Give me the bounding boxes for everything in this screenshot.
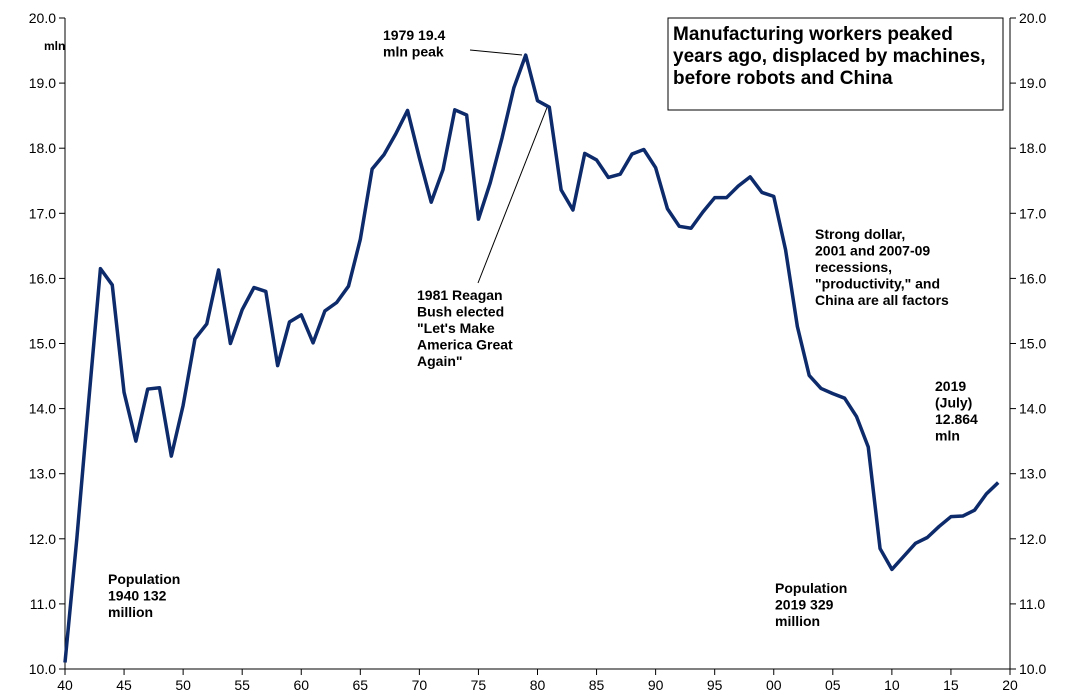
annotation: Population 2019 329 million [775, 580, 847, 629]
annotation-line: 12.864 [935, 411, 978, 427]
y2-tick-label: 10.0 [1019, 661, 1046, 677]
title-line: years ago, displaced by machines, [673, 46, 986, 67]
leader-line [477, 104, 549, 284]
annotation: Strong dollar, 2001 and 2007-09 recessions… [815, 226, 949, 308]
y2-tick-label: 13.0 [1019, 466, 1046, 482]
x-tick-label: 55 [234, 677, 250, 693]
x-tick-label: 65 [353, 677, 369, 693]
title-box [667, 17, 1004, 111]
y2-tick-label: 18.0 [1019, 140, 1046, 156]
annotation-line: recessions, [815, 259, 892, 275]
y-tick-label: 14.0 [29, 401, 56, 417]
annotation-line: 2019 329 [775, 597, 834, 613]
y-tick-label: 12.0 [29, 531, 56, 547]
y-tick-label: 19.0 [29, 75, 56, 91]
annotation-line: Population [775, 580, 847, 596]
x-tick-label: 75 [471, 677, 487, 693]
annotation: 1981 Reagan Bush elected "Let's Make Americ… [417, 287, 513, 369]
data-line [63, 53, 1000, 663]
y-tick-label: 11.0 [30, 596, 56, 612]
x-tick-label: 95 [707, 677, 723, 693]
y2-tick-label: 11.0 [1019, 596, 1045, 612]
y-tick-label: 17.0 [29, 205, 56, 221]
x-tick-label: 45 [116, 677, 132, 693]
x-tick-label: 85 [589, 677, 605, 693]
y-tick-label: 16.0 [29, 270, 56, 286]
annotation-line: Again" [417, 353, 463, 369]
x-tick-label: 80 [530, 677, 546, 693]
y2-tick-label: 15.0 [1019, 336, 1046, 352]
y2-tick-label: 17.0 [1019, 205, 1046, 221]
y-tick-label: 15.0 [29, 336, 56, 352]
annotation-line: 2001 and 2007-09 [815, 243, 930, 259]
x-tick-label: 15 [943, 677, 959, 693]
annotation-line: "productivity," and [815, 276, 940, 292]
y2-tick-label: 12.0 [1019, 531, 1046, 547]
annotation-line: mln [935, 428, 960, 444]
y-tick-label: 20.0 [29, 10, 56, 26]
title-line: Manufacturing workers peaked [673, 24, 953, 45]
annotation-line: China are all factors [815, 292, 949, 308]
x-tick-label: 10 [884, 677, 900, 693]
y-unit: mln [44, 39, 65, 53]
annotation: 2019 (July) 12.864 mln [935, 378, 978, 444]
x-tick-label: 50 [175, 677, 191, 693]
leader-line [469, 49, 523, 56]
annotation-line: 1979 19.4 [383, 27, 445, 43]
annotation-line: 1981 Reagan [417, 287, 503, 303]
x-tick-label: 90 [648, 677, 664, 693]
x-tick-label: 20 [1002, 677, 1018, 693]
title-line: before robots and China [673, 68, 893, 89]
y-tick-label: 10.0 [29, 661, 56, 677]
annotation-line: Population [108, 571, 180, 587]
y2-tick-label: 14.0 [1019, 401, 1046, 417]
x-tick-label: 40 [57, 677, 73, 693]
x-tick-label: 70 [412, 677, 428, 693]
y2-tick-label: 20.0 [1019, 10, 1046, 26]
y2-tick-label: 19.0 [1019, 75, 1046, 91]
chart-title: Manufacturing workers peaked years ago, d… [673, 24, 986, 89]
annotation-line: Bush elected [417, 304, 504, 320]
annotation-line: America Great [417, 337, 513, 353]
x-tick-label: 60 [293, 677, 309, 693]
x-tick-label: 05 [825, 677, 841, 693]
annotation-line: mln peak [383, 44, 444, 60]
annotation-line: 2019 [935, 378, 966, 394]
annotation: Population 1940 132 million [108, 571, 180, 620]
y2-tick-label: 16.0 [1019, 270, 1046, 286]
y-tick-label: 18.0 [29, 140, 56, 156]
annotation-line: "Let's Make [417, 320, 495, 336]
annotation-line: Strong dollar, [815, 226, 905, 242]
annotation-line: million [108, 604, 153, 620]
y-tick-label: 13.0 [29, 466, 56, 482]
annotation-line: million [775, 613, 820, 629]
x-tick-label: 00 [766, 677, 782, 693]
annotation-line: 1940 132 [108, 588, 167, 604]
annotation-line: (July) [935, 395, 972, 411]
annotation: 1979 19.4 mln peak [383, 27, 445, 60]
